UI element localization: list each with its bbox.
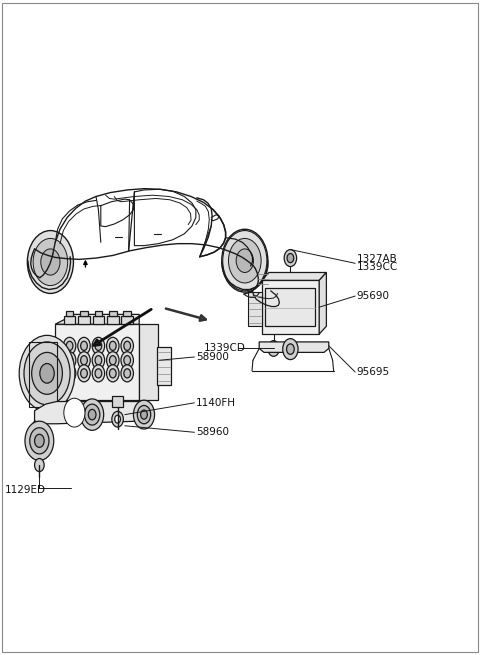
- Text: 1327AB: 1327AB: [357, 254, 397, 265]
- Circle shape: [109, 341, 116, 350]
- FancyBboxPatch shape: [265, 288, 315, 326]
- Circle shape: [109, 369, 116, 378]
- Circle shape: [287, 253, 294, 263]
- Circle shape: [78, 352, 90, 369]
- Circle shape: [81, 356, 87, 365]
- Circle shape: [268, 341, 279, 356]
- Circle shape: [84, 404, 100, 425]
- Circle shape: [30, 428, 49, 454]
- Circle shape: [107, 337, 119, 354]
- Circle shape: [63, 352, 76, 369]
- Circle shape: [92, 352, 105, 369]
- Circle shape: [33, 238, 68, 286]
- Circle shape: [115, 415, 120, 423]
- Polygon shape: [319, 272, 326, 334]
- FancyBboxPatch shape: [80, 311, 88, 316]
- FancyBboxPatch shape: [64, 316, 75, 324]
- FancyBboxPatch shape: [248, 292, 262, 326]
- Text: 58900: 58900: [196, 352, 228, 362]
- Polygon shape: [28, 421, 50, 460]
- Circle shape: [133, 400, 155, 429]
- Circle shape: [121, 337, 133, 354]
- Circle shape: [283, 339, 298, 360]
- Circle shape: [35, 434, 44, 447]
- Circle shape: [228, 238, 261, 283]
- Circle shape: [287, 344, 294, 354]
- FancyBboxPatch shape: [95, 311, 102, 316]
- Circle shape: [124, 369, 131, 378]
- Polygon shape: [55, 314, 139, 324]
- Text: 95695: 95695: [357, 367, 390, 377]
- Text: 95690: 95690: [357, 291, 390, 301]
- Circle shape: [78, 337, 90, 354]
- Circle shape: [121, 352, 133, 369]
- Circle shape: [81, 341, 87, 350]
- Circle shape: [107, 352, 119, 369]
- Circle shape: [141, 410, 147, 419]
- Circle shape: [25, 421, 54, 460]
- Circle shape: [81, 399, 104, 430]
- Circle shape: [27, 231, 73, 293]
- Polygon shape: [259, 342, 329, 352]
- FancyBboxPatch shape: [139, 324, 158, 400]
- Text: 1339CD: 1339CD: [204, 343, 246, 354]
- FancyBboxPatch shape: [93, 316, 104, 324]
- Circle shape: [92, 365, 105, 382]
- Circle shape: [95, 341, 102, 350]
- Circle shape: [81, 369, 87, 378]
- Text: 1140FH: 1140FH: [196, 398, 236, 408]
- Text: 1129ED: 1129ED: [5, 485, 46, 495]
- Circle shape: [66, 341, 73, 350]
- Circle shape: [78, 365, 90, 382]
- FancyBboxPatch shape: [55, 324, 139, 400]
- FancyBboxPatch shape: [66, 311, 73, 316]
- Circle shape: [24, 342, 70, 405]
- Polygon shape: [262, 272, 326, 280]
- Circle shape: [284, 250, 297, 267]
- Circle shape: [40, 364, 54, 383]
- Circle shape: [95, 356, 102, 365]
- FancyBboxPatch shape: [123, 311, 131, 316]
- FancyBboxPatch shape: [107, 316, 119, 324]
- FancyBboxPatch shape: [157, 347, 171, 385]
- Circle shape: [63, 337, 76, 354]
- Circle shape: [63, 365, 76, 382]
- Circle shape: [124, 341, 131, 350]
- Text: 58960: 58960: [196, 427, 229, 438]
- Circle shape: [95, 369, 102, 378]
- Circle shape: [124, 356, 131, 365]
- Circle shape: [88, 409, 96, 420]
- FancyBboxPatch shape: [262, 280, 319, 334]
- Circle shape: [236, 249, 253, 272]
- FancyBboxPatch shape: [121, 316, 133, 324]
- Circle shape: [64, 398, 85, 427]
- Circle shape: [66, 356, 73, 365]
- Circle shape: [112, 411, 123, 427]
- FancyBboxPatch shape: [112, 396, 123, 407]
- Circle shape: [35, 458, 44, 472]
- FancyBboxPatch shape: [78, 316, 90, 324]
- Circle shape: [92, 337, 105, 354]
- Circle shape: [223, 231, 267, 291]
- Circle shape: [107, 365, 119, 382]
- Circle shape: [121, 365, 133, 382]
- Circle shape: [109, 356, 116, 365]
- Circle shape: [66, 369, 73, 378]
- FancyBboxPatch shape: [109, 311, 117, 316]
- Text: 1339CC: 1339CC: [357, 262, 398, 272]
- Circle shape: [41, 249, 60, 275]
- Circle shape: [19, 335, 75, 411]
- Circle shape: [137, 405, 151, 424]
- Circle shape: [32, 352, 62, 394]
- Circle shape: [271, 345, 276, 352]
- Polygon shape: [35, 402, 153, 424]
